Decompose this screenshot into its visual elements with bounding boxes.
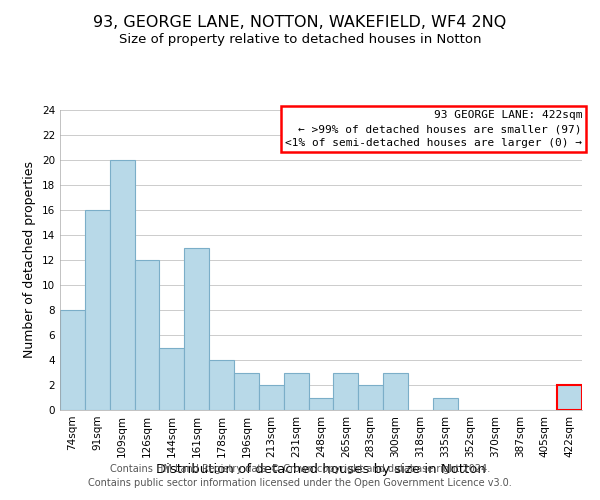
Text: 93 GEORGE LANE: 422sqm
← >99% of detached houses are smaller (97)
<1% of semi-de: 93 GEORGE LANE: 422sqm ← >99% of detache… xyxy=(285,110,582,148)
Text: Size of property relative to detached houses in Notton: Size of property relative to detached ho… xyxy=(119,32,481,46)
Bar xyxy=(284,372,308,410)
Bar xyxy=(358,385,383,410)
Bar xyxy=(60,310,85,410)
Bar xyxy=(134,260,160,410)
Bar xyxy=(110,160,134,410)
Bar xyxy=(209,360,234,410)
Bar xyxy=(433,398,458,410)
Text: Contains HM Land Registry data © Crown copyright and database right 2024.
Contai: Contains HM Land Registry data © Crown c… xyxy=(88,464,512,487)
Bar xyxy=(160,348,184,410)
X-axis label: Distribution of detached houses by size in Notton: Distribution of detached houses by size … xyxy=(156,462,486,475)
Bar xyxy=(259,385,284,410)
Y-axis label: Number of detached properties: Number of detached properties xyxy=(23,162,37,358)
Bar xyxy=(234,372,259,410)
Bar xyxy=(334,372,358,410)
Bar xyxy=(85,210,110,410)
Bar xyxy=(308,398,334,410)
Bar xyxy=(383,372,408,410)
Bar xyxy=(184,248,209,410)
Text: 93, GEORGE LANE, NOTTON, WAKEFIELD, WF4 2NQ: 93, GEORGE LANE, NOTTON, WAKEFIELD, WF4 … xyxy=(94,15,506,30)
Bar xyxy=(557,385,582,410)
